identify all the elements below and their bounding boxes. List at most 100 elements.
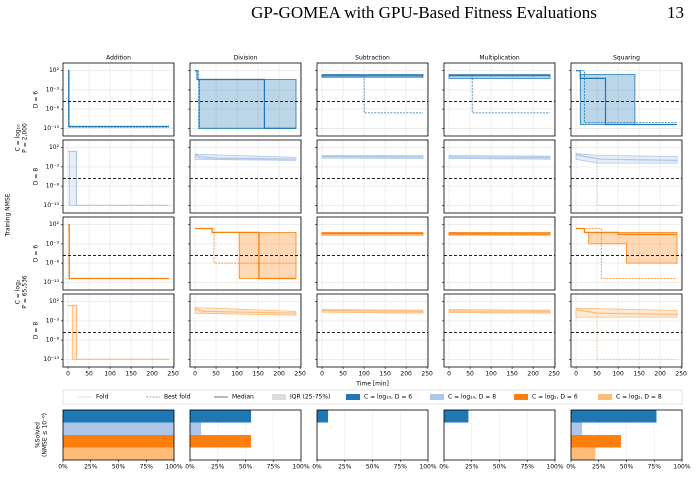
x-tick-label: 100	[485, 371, 497, 378]
panel-frame	[316, 62, 429, 137]
x-tick-label: 0	[193, 371, 197, 378]
x-tick-label: 200	[654, 371, 666, 378]
x-tick-label: 0	[66, 371, 70, 378]
legend-label: IQR (25-75%)	[290, 394, 330, 401]
group-label: P = 2,000	[22, 123, 29, 153]
y-tick-label: 10²	[49, 298, 60, 305]
x-tick-label: 100	[358, 371, 370, 378]
panel-frame	[62, 62, 175, 137]
bar	[63, 410, 174, 423]
y-tick-label: 10⁻³	[46, 240, 60, 247]
x-tick-label: 50	[212, 371, 220, 378]
median-line	[194, 307, 297, 314]
x-tick-label: 0	[574, 371, 578, 378]
legend-label: C = log₂, D = 8	[616, 394, 662, 401]
bar	[63, 435, 174, 448]
best-fold-line	[448, 234, 551, 236]
legend-label: C = log₁₀, D = 8	[448, 394, 496, 401]
column-title: Squaring	[613, 55, 640, 62]
median-line	[576, 70, 677, 126]
median-line	[68, 70, 169, 128]
y-tick-label: 10⁻⁸	[46, 183, 60, 190]
x-axis-label: Time [min]	[355, 381, 389, 388]
bar	[571, 422, 583, 435]
bar	[571, 447, 596, 460]
panel-frame	[570, 293, 683, 368]
iqr-band	[448, 74, 551, 79]
x-tick-label: 0%	[439, 464, 449, 471]
panel-frame	[62, 409, 175, 461]
y-tick-label: 10⁻¹³	[43, 202, 59, 209]
group-label: C = log₁₀	[15, 124, 22, 152]
bar	[190, 410, 252, 423]
y-tick-label: 10²	[49, 221, 60, 228]
median-line	[448, 310, 551, 312]
bar	[317, 410, 329, 423]
running-title: GP-GOMEA with GPU-Based Fitness Evaluati…	[251, 3, 597, 22]
y-tick-label: 10⁻¹³	[43, 356, 59, 363]
x-tick-label: 75%	[521, 464, 535, 471]
x-tick-label: 0%	[566, 464, 576, 471]
x-tick-label: 200	[146, 371, 158, 378]
median-line	[68, 304, 169, 360]
x-tick-label: 100%	[292, 464, 309, 471]
panel-frame	[316, 293, 429, 368]
x-tick-label: 75%	[140, 464, 154, 471]
iqr-band	[575, 307, 678, 318]
panel-frame	[189, 139, 302, 214]
bar	[444, 410, 469, 423]
iqr-band	[579, 74, 636, 125]
x-tick-label: 75%	[648, 464, 662, 471]
y-tick-label: 10⁻⁸	[46, 106, 60, 113]
x-tick-label: 200	[400, 371, 412, 378]
median-line	[576, 227, 677, 235]
bar	[63, 447, 174, 460]
x-tick-label: 25%	[592, 464, 606, 471]
iqr-band	[575, 153, 678, 164]
best-fold-line	[449, 75, 550, 114]
bar	[190, 422, 202, 435]
legend-swatch	[430, 394, 444, 400]
iqr-band	[198, 79, 297, 129]
x-tick-label: 25%	[338, 464, 352, 471]
median-line	[68, 224, 169, 280]
x-tick-label: 100%	[165, 464, 182, 471]
panel-frame	[443, 62, 556, 137]
row-label: D = 6	[33, 91, 40, 108]
x-tick-label: 100%	[419, 464, 436, 471]
x-tick-label: 250	[548, 371, 560, 378]
best-fold-line	[195, 228, 296, 264]
bar	[571, 410, 657, 423]
x-tick-label: 150	[506, 371, 518, 378]
x-tick-label: 200	[273, 371, 285, 378]
bar	[571, 435, 621, 448]
panel-frame	[62, 216, 175, 291]
legend-swatch	[272, 394, 286, 400]
y-axis-label: %Solved	[35, 422, 42, 448]
x-tick-label: 100%	[546, 464, 563, 471]
row-label: D = 8	[33, 168, 40, 185]
x-tick-label: 0%	[185, 464, 195, 471]
panel-frame	[316, 409, 429, 461]
x-tick-label: 50	[593, 371, 601, 378]
x-tick-label: 50%	[493, 464, 507, 471]
x-tick-label: 50%	[112, 464, 126, 471]
median-line	[194, 153, 297, 160]
panel-frame	[570, 139, 683, 214]
x-tick-label: 100	[231, 371, 243, 378]
panel-frame	[570, 62, 683, 137]
x-tick-label: 0	[447, 371, 451, 378]
x-tick-label: 0%	[58, 464, 68, 471]
x-tick-label: 150	[252, 371, 264, 378]
x-tick-label: 25%	[84, 464, 98, 471]
y-axis-label: Training NMSE	[5, 193, 12, 237]
panel-frame	[316, 139, 429, 214]
legend-swatch	[514, 394, 528, 400]
median-line	[575, 308, 678, 315]
legend-label: C = log₁₀, D = 6	[364, 394, 412, 401]
median-line	[68, 150, 169, 206]
y-tick-label: 10²	[49, 67, 60, 74]
panel-frame	[570, 216, 683, 291]
y-tick-label: 10⁻¹³	[43, 125, 59, 132]
x-tick-label: 25%	[211, 464, 225, 471]
